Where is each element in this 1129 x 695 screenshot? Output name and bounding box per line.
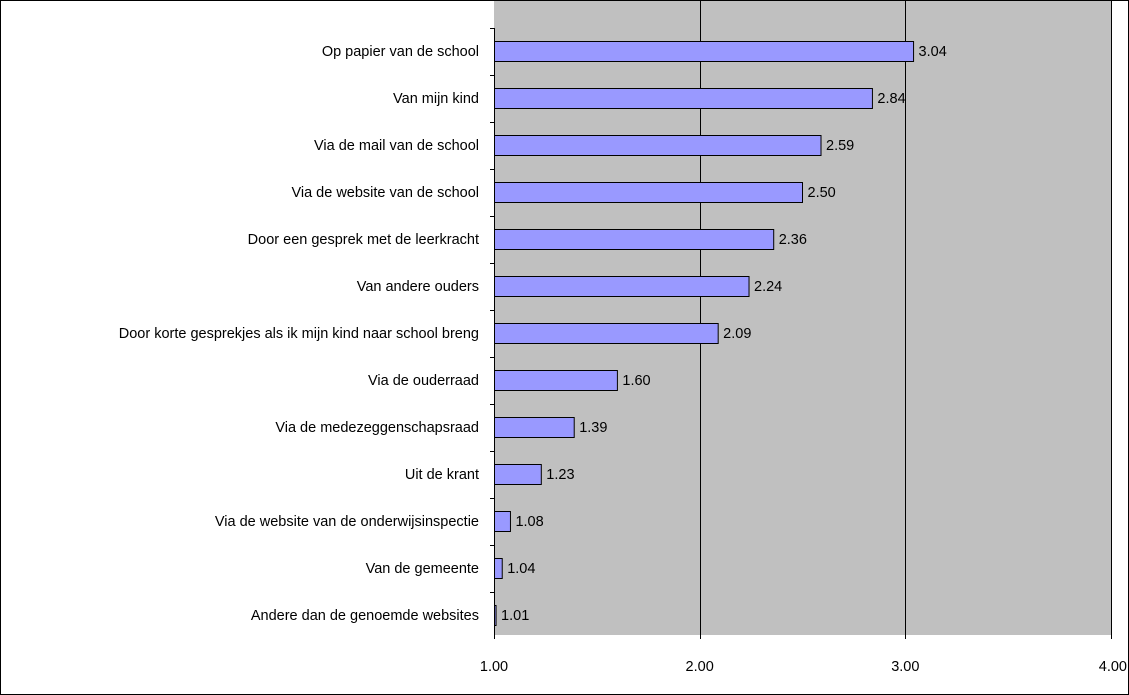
value-label: 1.04 (507, 561, 535, 577)
value-label: 2.09 (723, 326, 751, 342)
value-label: 1.23 (546, 467, 574, 483)
x-tick-label: 4.00 (1099, 659, 1127, 675)
value-label: 2.36 (779, 232, 807, 248)
category-label: Op papier van de school (322, 44, 479, 60)
value-label: 1.39 (579, 420, 607, 436)
category-label: Andere dan de genoemde websites (251, 608, 479, 624)
category-label: Uit de krant (405, 467, 479, 483)
category-labels: Op papier van de school Van mijn kind Via … (119, 44, 479, 624)
category-label: Via de website van de onderwijsinspectie (215, 514, 479, 530)
value-label: 2.84 (877, 91, 905, 107)
category-label: Via de ouderraad (368, 373, 479, 389)
bar (494, 323, 719, 344)
bar (494, 558, 503, 579)
bar (494, 41, 915, 62)
x-tick-label: 3.00 (891, 659, 919, 675)
bar (494, 511, 511, 532)
value-label: 2.24 (754, 279, 782, 295)
bars (494, 41, 915, 626)
category-label: Door een gesprek met de leerkracht (248, 232, 479, 248)
x-tick-label: 2.00 (686, 659, 714, 675)
category-label: Via de mail van de school (314, 138, 479, 154)
value-labels: 3.04 2.84 2.59 2.50 2.36 2.24 2.09 1.60 1.39 1.23… (501, 44, 947, 624)
value-label: 1.08 (515, 514, 543, 530)
bar (494, 276, 750, 297)
category-label: Door korte gesprekjes als ik mijn kind n… (119, 326, 479, 342)
bar (494, 229, 775, 250)
x-tick-label: 1.00 (480, 659, 508, 675)
bar (494, 88, 873, 109)
value-label: 1.60 (622, 373, 650, 389)
category-label: Van mijn kind (393, 91, 479, 107)
x-axis-ticks (494, 635, 1112, 639)
bar (494, 417, 575, 438)
value-label: 2.50 (808, 185, 836, 201)
category-label: Van de gemeente (366, 561, 479, 577)
value-label: 3.04 (919, 44, 947, 60)
bar (494, 464, 542, 485)
bar (494, 182, 803, 203)
x-axis-tick-labels: 1.00 2.00 3.00 4.00 (480, 659, 1127, 675)
category-label: Via de website van de school (291, 185, 479, 201)
value-label: 2.59 (826, 138, 854, 154)
value-label: 1.01 (501, 608, 529, 624)
y-axis-ticks (490, 28, 494, 593)
bar (494, 605, 497, 626)
category-label: Van andere ouders (357, 279, 479, 295)
category-label: Via de medezeggenschapsraad (275, 420, 479, 436)
bar (494, 370, 618, 391)
bar (494, 135, 822, 156)
